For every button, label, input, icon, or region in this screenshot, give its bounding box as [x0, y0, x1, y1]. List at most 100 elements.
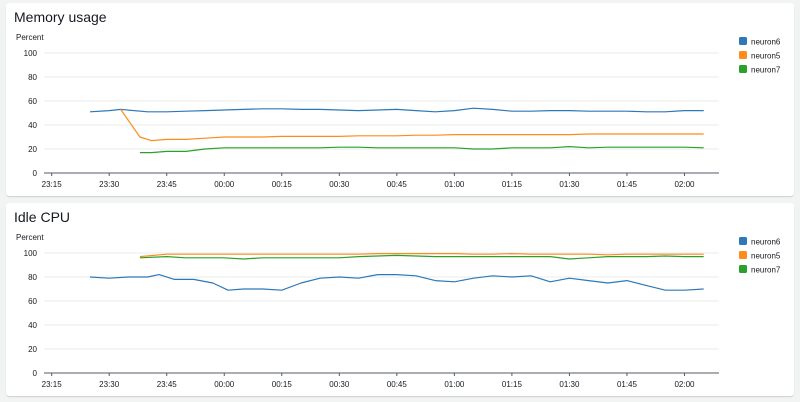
data-point-neuron5[interactable]: [434, 134, 437, 137]
data-point-neuron5[interactable]: [587, 133, 590, 136]
data-point-neuron7[interactable]: [338, 256, 341, 259]
data-point-neuron7[interactable]: [185, 256, 188, 259]
data-point-neuron5[interactable]: [376, 134, 379, 137]
series-line-neuron7[interactable]: [139, 254, 704, 260]
data-point-neuron5[interactable]: [453, 252, 456, 255]
data-point-neuron7[interactable]: [530, 255, 533, 258]
data-point-neuron6[interactable]: [280, 107, 283, 110]
data-point-neuron7[interactable]: [415, 146, 418, 149]
data-point-neuron7[interactable]: [338, 146, 341, 149]
data-point-neuron5[interactable]: [165, 253, 168, 256]
data-point-neuron5[interactable]: [491, 253, 494, 256]
data-point-neuron5[interactable]: [357, 134, 360, 137]
data-point-neuron7[interactable]: [261, 256, 264, 259]
data-point-neuron5[interactable]: [491, 133, 494, 136]
data-point-neuron7[interactable]: [568, 145, 571, 148]
data-point-neuron6[interactable]: [664, 289, 667, 292]
data-point-neuron5[interactable]: [530, 253, 533, 256]
data-point-neuron6[interactable]: [530, 110, 533, 113]
data-point-neuron6[interactable]: [549, 109, 552, 112]
data-point-neuron6[interactable]: [626, 110, 629, 113]
data-point-neuron7[interactable]: [606, 146, 609, 149]
data-point-neuron5[interactable]: [626, 253, 629, 256]
data-point-neuron6[interactable]: [683, 289, 686, 292]
data-point-neuron6[interactable]: [645, 110, 648, 113]
data-point-neuron7[interactable]: [491, 148, 494, 151]
data-point-neuron7[interactable]: [223, 146, 226, 149]
data-point-neuron6[interactable]: [472, 277, 475, 280]
data-point-neuron7[interactable]: [683, 146, 686, 149]
series-line-neuron7[interactable]: [139, 146, 704, 154]
data-point-neuron7[interactable]: [510, 255, 513, 258]
data-point-neuron7[interactable]: [645, 255, 648, 258]
data-point-neuron6[interactable]: [300, 108, 303, 111]
data-point-neuron7[interactable]: [606, 255, 609, 258]
data-point-neuron7[interactable]: [664, 146, 667, 149]
data-point-neuron7[interactable]: [472, 255, 475, 258]
data-point-neuron7[interactable]: [204, 256, 207, 259]
data-point-neuron5[interactable]: [568, 253, 571, 256]
data-point-neuron5[interactable]: [185, 253, 188, 256]
data-point-neuron6[interactable]: [702, 109, 705, 112]
data-point-neuron5[interactable]: [280, 253, 283, 256]
data-point-neuron6[interactable]: [357, 109, 360, 112]
data-point-neuron7[interactable]: [645, 146, 648, 149]
data-point-neuron5[interactable]: [119, 108, 122, 111]
data-point-neuron7[interactable]: [587, 256, 590, 259]
data-point-neuron6[interactable]: [127, 276, 130, 279]
legend-label-neuron7[interactable]: neuron7: [751, 66, 781, 75]
data-point-neuron5[interactable]: [165, 138, 168, 141]
series-line-neuron5[interactable]: [120, 109, 704, 142]
data-point-neuron6[interactable]: [434, 279, 437, 282]
data-point-neuron7[interactable]: [395, 146, 398, 149]
data-point-neuron6[interactable]: [357, 277, 360, 280]
data-point-neuron6[interactable]: [242, 288, 245, 291]
data-point-neuron6[interactable]: [434, 110, 437, 113]
data-point-neuron5[interactable]: [587, 253, 590, 256]
data-point-neuron6[interactable]: [227, 289, 230, 292]
data-point-neuron6[interactable]: [568, 109, 571, 112]
data-point-neuron6[interactable]: [280, 289, 283, 292]
data-point-neuron6[interactable]: [89, 110, 92, 113]
data-point-neuron7[interactable]: [702, 146, 705, 149]
data-point-neuron5[interactable]: [683, 133, 686, 136]
data-point-neuron7[interactable]: [165, 255, 168, 258]
data-point-neuron5[interactable]: [645, 253, 648, 256]
data-point-neuron7[interactable]: [453, 146, 456, 149]
data-point-neuron5[interactable]: [223, 136, 226, 139]
data-point-neuron7[interactable]: [376, 146, 379, 149]
data-point-neuron6[interactable]: [472, 107, 475, 110]
data-point-neuron6[interactable]: [108, 109, 111, 112]
data-point-neuron7[interactable]: [319, 256, 322, 259]
data-point-neuron5[interactable]: [261, 253, 264, 256]
data-point-neuron7[interactable]: [319, 146, 322, 149]
data-point-neuron5[interactable]: [683, 253, 686, 256]
data-point-neuron5[interactable]: [549, 253, 552, 256]
data-point-neuron6[interactable]: [376, 109, 379, 112]
data-point-neuron5[interactable]: [204, 253, 207, 256]
data-point-neuron7[interactable]: [242, 146, 245, 149]
data-point-neuron5[interactable]: [300, 253, 303, 256]
data-point-neuron5[interactable]: [150, 139, 153, 142]
data-point-neuron7[interactable]: [626, 146, 629, 149]
data-point-neuron5[interactable]: [415, 252, 418, 255]
data-point-neuron6[interactable]: [606, 282, 609, 285]
data-point-neuron7[interactable]: [138, 151, 141, 154]
data-point-neuron7[interactable]: [280, 256, 283, 259]
data-point-neuron7[interactable]: [185, 150, 188, 153]
series-line-neuron5[interactable]: [139, 252, 704, 258]
data-point-neuron6[interactable]: [173, 278, 176, 281]
data-point-neuron7[interactable]: [453, 255, 456, 258]
data-point-neuron5[interactable]: [510, 133, 513, 136]
data-point-neuron7[interactable]: [357, 146, 360, 149]
data-point-neuron6[interactable]: [146, 276, 149, 279]
data-point-neuron6[interactable]: [376, 273, 379, 276]
data-point-neuron6[interactable]: [223, 109, 226, 112]
data-point-neuron5[interactable]: [702, 133, 705, 136]
data-point-neuron6[interactable]: [510, 110, 513, 113]
data-point-neuron7[interactable]: [395, 254, 398, 257]
data-point-neuron6[interactable]: [626, 279, 629, 282]
series-line-neuron6[interactable]: [89, 273, 704, 291]
data-point-neuron7[interactable]: [204, 148, 207, 151]
data-point-neuron6[interactable]: [453, 280, 456, 283]
